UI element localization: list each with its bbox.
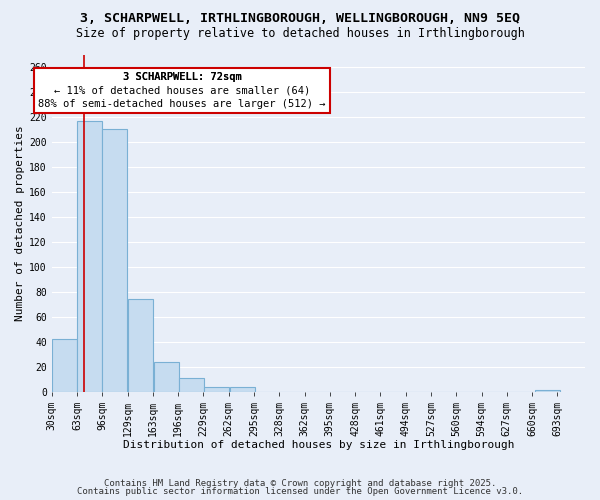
Bar [154,362,179,392]
Text: Size of property relative to detached houses in Irthlingborough: Size of property relative to detached ho… [76,28,524,40]
X-axis label: Distribution of detached houses by size in Irthlingborough: Distribution of detached houses by size … [122,440,514,450]
Bar [103,128,127,392]
Bar [52,339,77,392]
Text: Contains public sector information licensed under the Open Government Licence v3: Contains public sector information licen… [77,487,523,496]
Bar [535,390,560,392]
Bar [179,378,204,392]
Bar [128,300,152,392]
Bar [77,121,102,392]
Text: 3, SCHARPWELL, IRTHLINGBOROUGH, WELLINGBOROUGH, NN9 5EQ: 3, SCHARPWELL, IRTHLINGBOROUGH, WELLINGB… [80,12,520,26]
Bar [205,386,229,392]
Text: 3 SCHARPWELL: 72sqm: 3 SCHARPWELL: 72sqm [122,72,241,83]
Text: 3 SCHARPWELL: 72sqm
← 11% of detached houses are smaller (64)
88% of semi-detach: 3 SCHARPWELL: 72sqm ← 11% of detached ho… [38,72,326,109]
Y-axis label: Number of detached properties: Number of detached properties [15,126,25,321]
Text: Contains HM Land Registry data © Crown copyright and database right 2025.: Contains HM Land Registry data © Crown c… [104,478,496,488]
Bar [230,386,254,392]
